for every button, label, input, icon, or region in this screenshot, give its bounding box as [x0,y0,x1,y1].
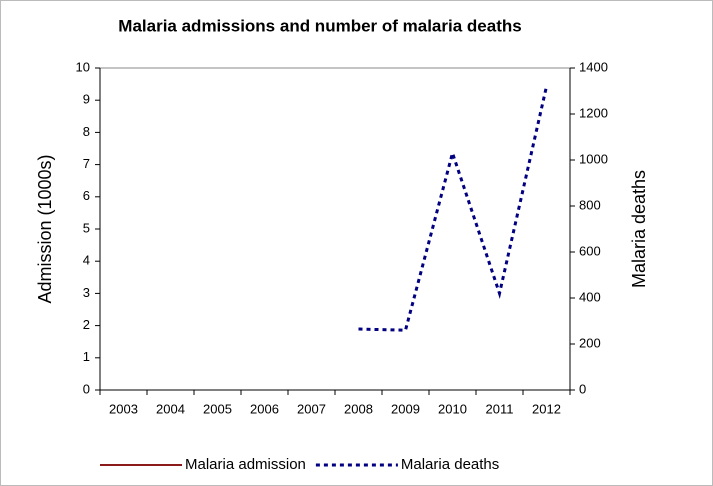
y-tick-label: 4 [83,253,90,268]
y-tick-label: 5 [83,220,90,235]
y-tick-label: 10 [76,59,90,74]
x-tick-label: 2012 [532,401,561,416]
y2-tick-label: 600 [579,243,601,258]
x-tick-label: 2006 [250,401,279,416]
y2-tick-label: 200 [579,335,601,350]
y-tick-label: 9 [83,92,90,107]
y-tick-label: 3 [83,285,90,300]
x-tick-label: 2005 [203,401,232,416]
y2-tick-label: 800 [579,197,601,212]
y-tick-label: 1 [83,349,90,364]
x-tick-label: 2011 [486,401,514,416]
y-tick-label: 6 [83,188,90,203]
y2-tick-label: 0 [579,381,586,396]
y2-tick-label: 1400 [579,59,608,74]
x-tick-label: 2008 [344,401,373,416]
y-axis-title: Admission (1000s) [35,154,55,303]
series-line [358,86,548,332]
y2-tick-label: 1200 [579,105,608,120]
x-tick-label: 2003 [109,401,138,416]
legend-label: Malaria admission [185,456,306,473]
y2-tick-label: 400 [579,289,601,304]
y2-tick-label: 1000 [579,151,608,166]
chart-title: Malaria admissions and number of malaria… [118,16,521,35]
x-tick-label: 2010 [438,401,467,416]
y-tick-label: 2 [83,317,90,332]
legend-label: Malaria deaths [401,456,499,473]
x-tick-label: 2004 [156,401,185,416]
y-tick-label: 8 [83,124,90,139]
x-tick-label: 2007 [297,401,326,416]
x-tick-label: 2009 [391,401,420,416]
y-tick-label: 7 [83,156,90,171]
y-tick-label: 0 [83,381,90,396]
y2-axis-title: Malaria deaths [629,170,649,288]
